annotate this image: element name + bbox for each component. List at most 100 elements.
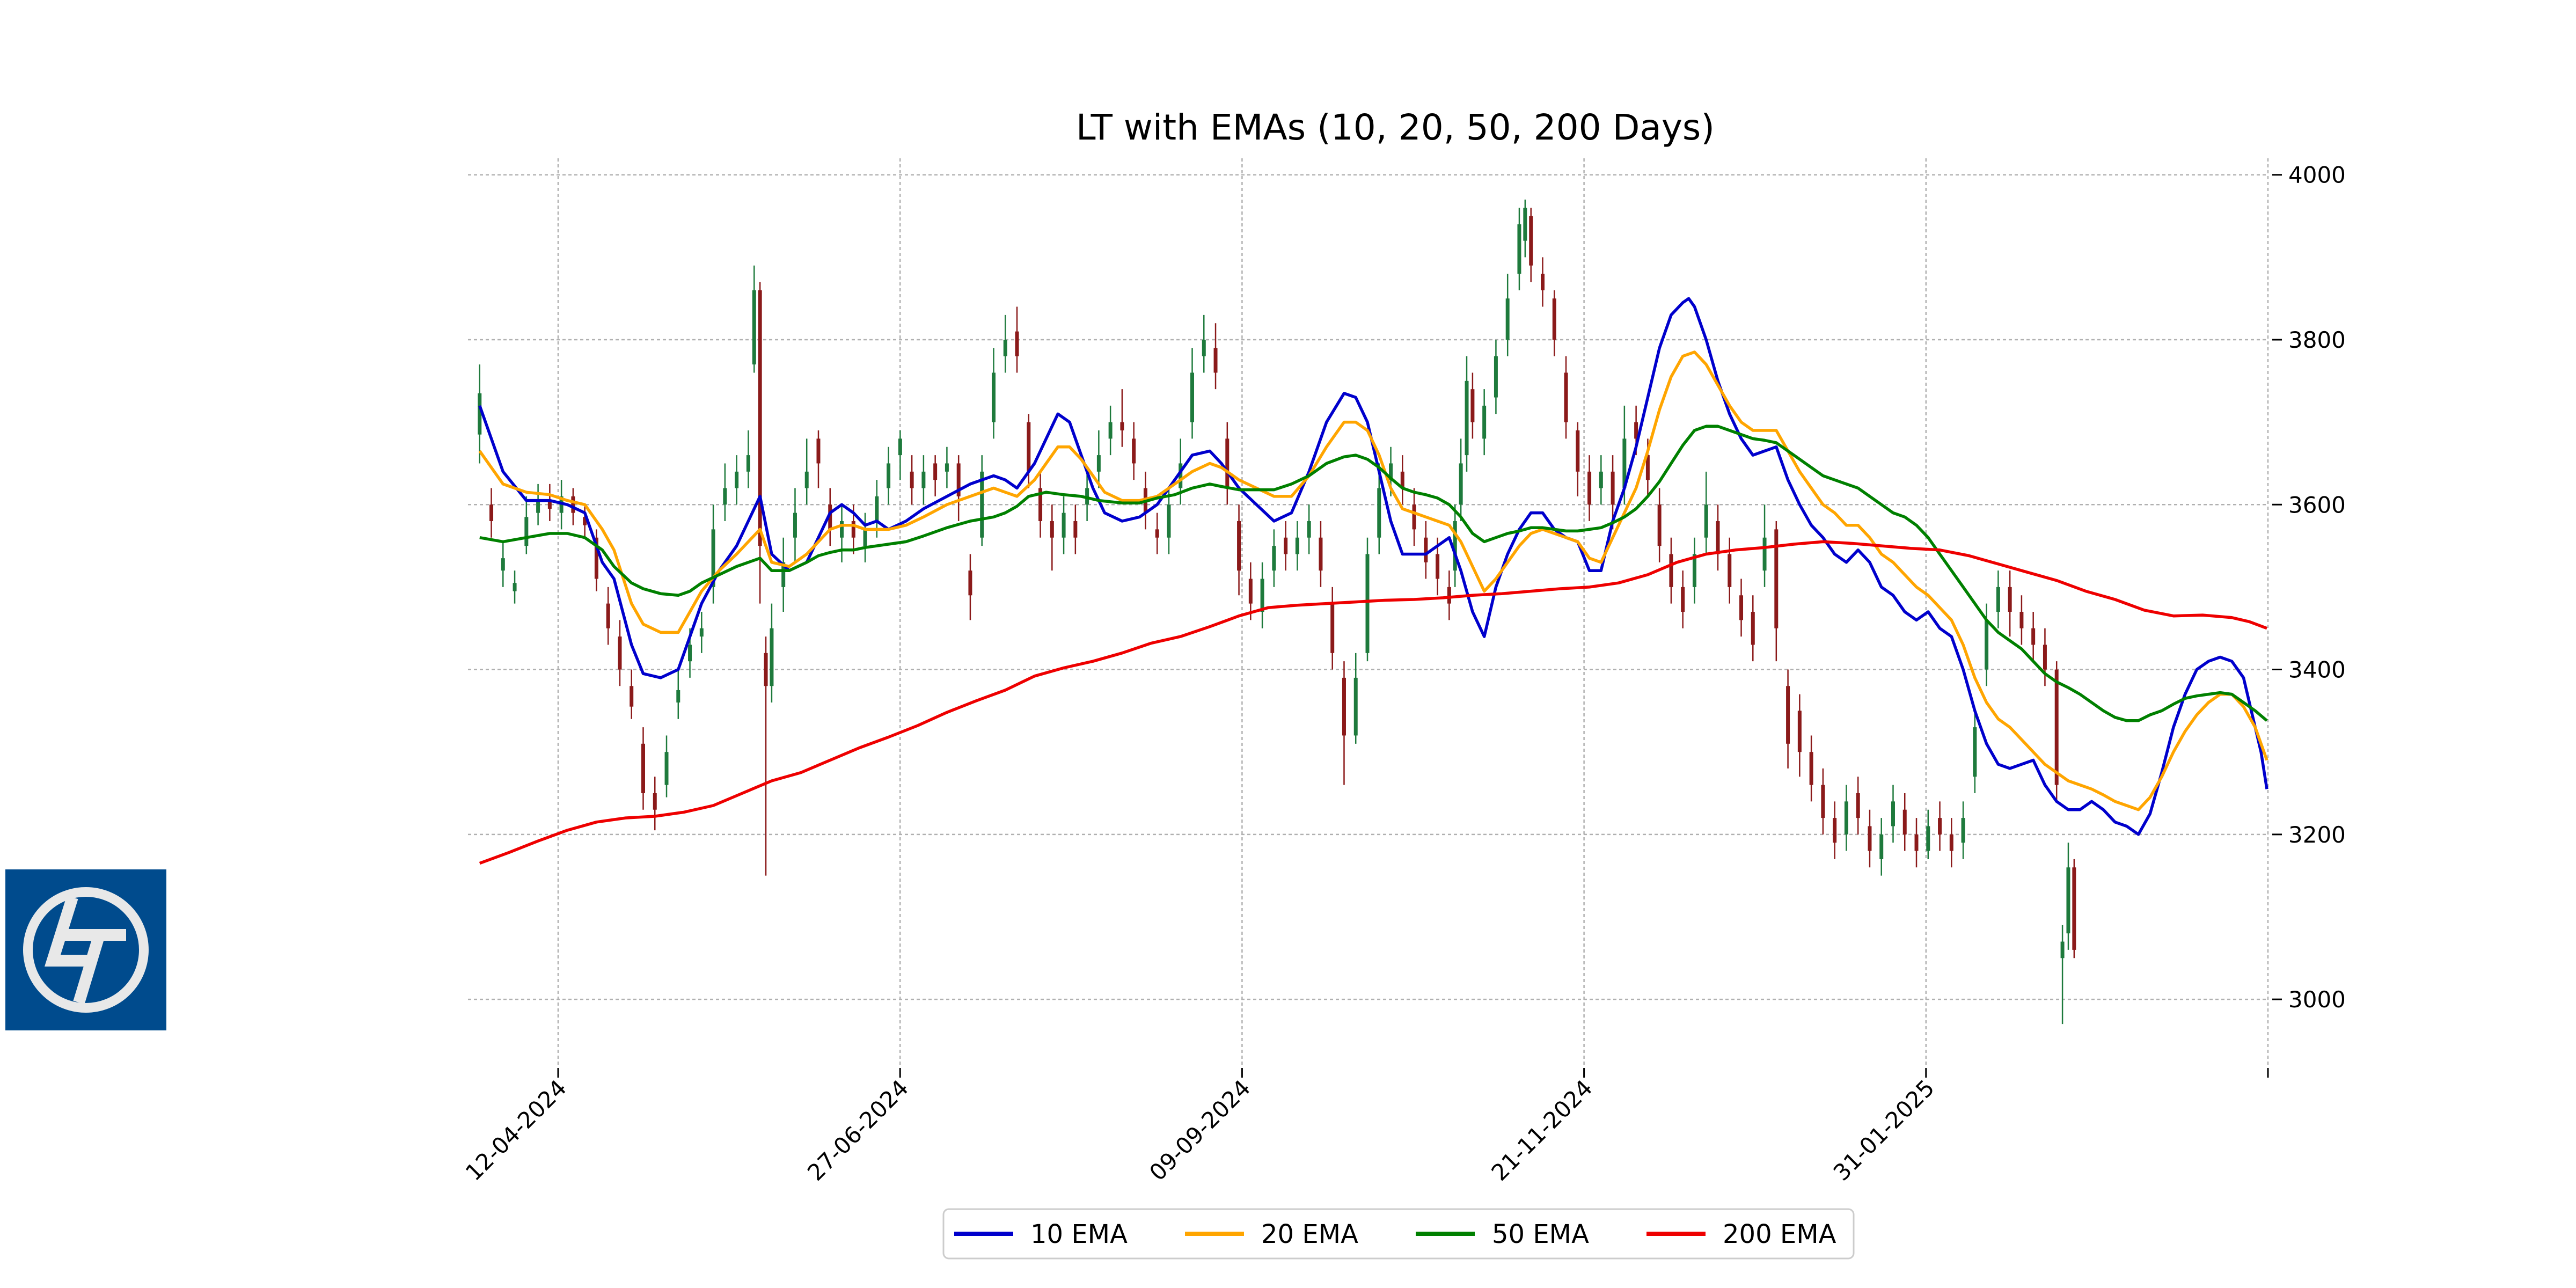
candle-up (1926, 809, 1930, 859)
candle-down (1902, 793, 1907, 851)
logo-letter-t (64, 929, 126, 1005)
candle-up (752, 265, 756, 373)
candle-up (770, 603, 774, 702)
candle-body (1540, 274, 1545, 290)
candle-body (1470, 389, 1475, 422)
candle-down (1681, 570, 1685, 628)
candle-body (618, 636, 622, 670)
candle-down (618, 620, 622, 686)
candle-up (1459, 438, 1463, 521)
candle-body (1179, 463, 1183, 488)
candle-body (863, 529, 867, 546)
candle-body (793, 513, 797, 538)
candle-body (1038, 488, 1043, 521)
candle-down (1213, 323, 1218, 390)
candle-body (875, 496, 879, 521)
candle-body (1657, 504, 1662, 546)
candle-down (1237, 504, 1241, 596)
logo (5, 869, 166, 1030)
candle-down (1657, 488, 1662, 562)
candle-body (501, 558, 505, 571)
candle-up (1599, 455, 1603, 505)
candle-up (1260, 562, 1264, 628)
candle-body (781, 562, 786, 587)
candle-down (547, 484, 552, 521)
candle-up (711, 504, 715, 604)
candle-body (1073, 521, 1078, 538)
candle-up (1973, 711, 1977, 793)
candle-up (676, 669, 680, 719)
candle-body (2066, 867, 2070, 934)
legend: 10 EMA 20 EMA 50 EMA 200 EMA (942, 1208, 1855, 1260)
candle-body (1681, 587, 1685, 612)
candle-down (653, 777, 657, 831)
candle-up (1704, 471, 1708, 554)
candle-body (1447, 587, 1451, 604)
candle-body (1996, 587, 2000, 612)
candle-down (1027, 414, 1031, 488)
candle-down (630, 669, 634, 719)
candle-body (699, 628, 704, 637)
candle-down (758, 282, 762, 604)
candle-body (1319, 537, 1323, 571)
candle-down (2019, 595, 2024, 645)
candle-body (1400, 471, 1404, 488)
candle-down (583, 504, 587, 538)
candle-body (1645, 455, 1650, 480)
candle-body (1424, 537, 1428, 562)
candle-down (1868, 809, 1872, 868)
candle-down (1412, 488, 1416, 546)
candle-up (1762, 504, 1767, 587)
candle-down (1050, 504, 1054, 571)
candle-up (2066, 843, 2070, 950)
candle-body (1716, 521, 1720, 554)
candle-body (1295, 537, 1299, 554)
candle-up (1692, 537, 1696, 604)
candle-up (863, 513, 867, 562)
candle-down (1774, 521, 1779, 662)
candle-body (1459, 463, 1463, 505)
candle-body (851, 521, 855, 538)
x-tick-label: 12-04-2024 (460, 1074, 572, 1185)
candle-body (758, 290, 762, 546)
candle-body (1891, 801, 1895, 826)
candle-up (1985, 603, 1989, 686)
candle-up (1096, 430, 1101, 488)
candle-body (1692, 554, 1696, 587)
candle-body (1622, 438, 1627, 488)
candle-body (804, 471, 809, 488)
candle-up (478, 364, 482, 464)
y-tick-label: 3000 (2288, 986, 2346, 1013)
candle-body (1973, 727, 1977, 777)
candle-body (1062, 513, 1066, 538)
candle-up (723, 463, 727, 521)
candle-down (1716, 504, 1720, 571)
candle-down (1015, 306, 1019, 373)
candle-body (2072, 867, 2076, 950)
candle-down (606, 587, 610, 645)
x-axis: 12-04-2024 27-06-2024 09-09-2024 21-11-2024… (460, 1068, 2269, 1186)
candle-body (1108, 422, 1113, 439)
candle-up (898, 430, 902, 480)
candle-down (1225, 422, 1230, 505)
candle-up (746, 430, 750, 488)
candle-body (887, 463, 891, 488)
candle-body (1365, 554, 1370, 653)
candle-body (1120, 422, 1124, 430)
candle-down (1728, 537, 1732, 604)
candle-body (513, 583, 517, 591)
candle-up (1494, 340, 1498, 414)
candle-down (1540, 257, 1545, 307)
legend-label: 50 EMA (1492, 1219, 1589, 1249)
candle-body (1564, 372, 1568, 422)
candle-body (1961, 818, 1965, 843)
candle-down (1938, 801, 1942, 851)
candle-body (1155, 529, 1159, 538)
candle-down (1330, 587, 1335, 670)
ema-lines (478, 297, 2268, 865)
y-tick-label: 4000 (2288, 162, 2346, 188)
candle-body (2008, 587, 2012, 612)
candle-body (840, 521, 844, 538)
y-axis: 3000 3200 3400 3600 3800 4000 (2272, 162, 2346, 1013)
